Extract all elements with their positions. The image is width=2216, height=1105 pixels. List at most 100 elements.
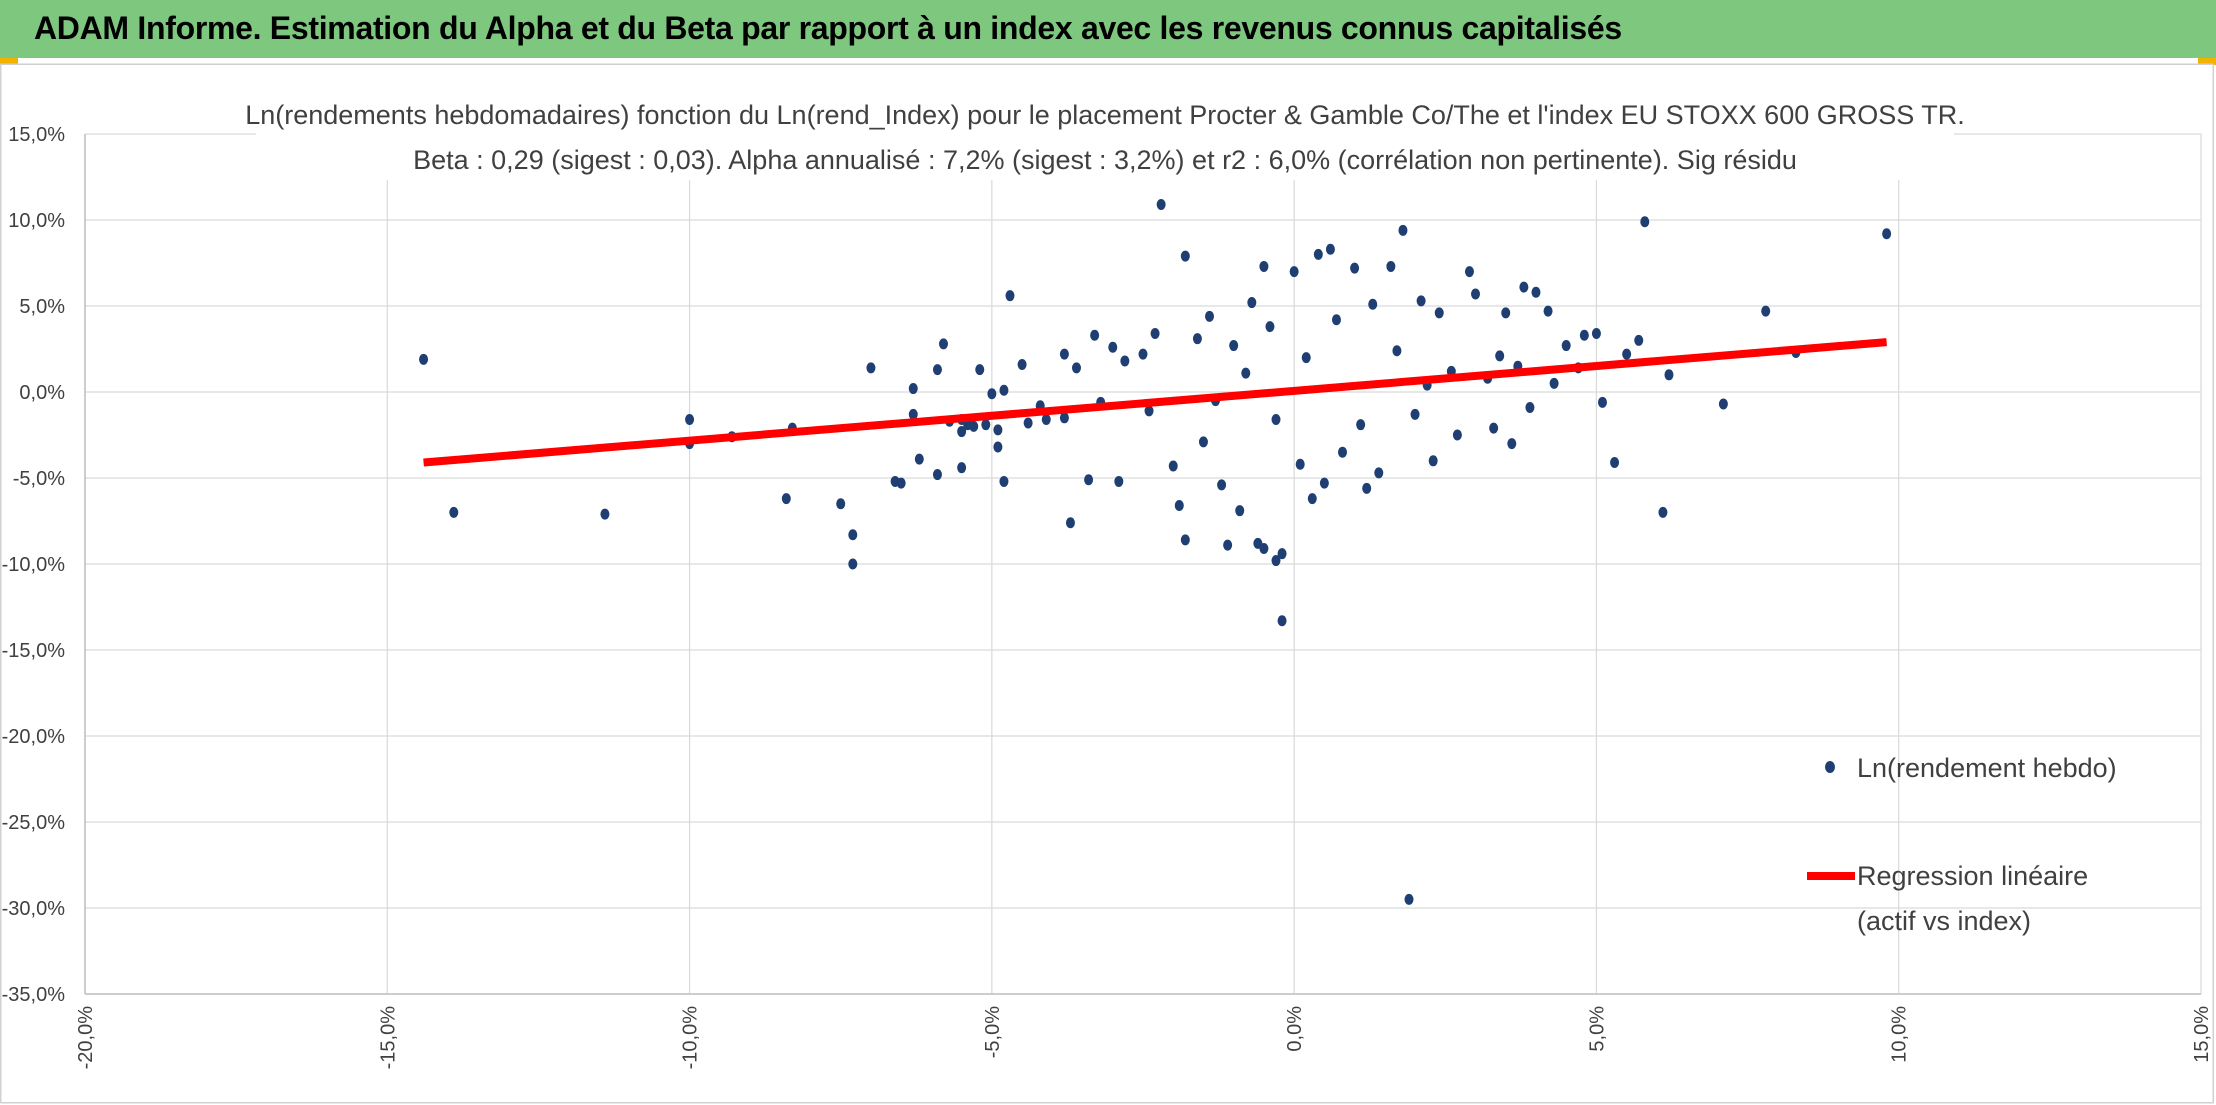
scatter-point: [1144, 405, 1154, 417]
scatter-point: [1525, 401, 1535, 413]
scatter-point: [1362, 482, 1372, 494]
corner-marker: [2198, 58, 2216, 65]
scatter-point: [1005, 290, 1015, 302]
report-title: ADAM Informe. Estimation du Alpha et du …: [34, 10, 1622, 46]
legend-label: Regression linéaire: [1857, 861, 2088, 891]
scatter-point: [1180, 250, 1190, 262]
scatter-point: [1410, 408, 1420, 420]
x-tick-label: -15,0%: [377, 1006, 399, 1070]
scatter-point: [1464, 266, 1474, 278]
scatter-point: [1640, 216, 1650, 228]
scatter-point: [866, 362, 876, 374]
x-tick-label: 0,0%: [1284, 1006, 1306, 1052]
scatter-point: [957, 462, 967, 474]
scatter-point: [1192, 333, 1202, 345]
scatter-point: [993, 424, 1003, 436]
data-series: [419, 199, 1892, 905]
scatter-point: [1882, 228, 1892, 240]
scatter-point: [896, 477, 906, 489]
scatter-point: [1223, 539, 1233, 551]
scatter-point: [1156, 199, 1166, 211]
chart-title: Ln(rendements hebdomadaires) fonction du…: [245, 100, 1965, 130]
scatter-point: [908, 408, 918, 420]
scatter-point: [1235, 505, 1245, 517]
scatter-point: [1501, 307, 1511, 319]
legend-label: (actif vs index): [1857, 906, 2031, 936]
x-tick-label: 15,0%: [2191, 1006, 2213, 1063]
scatter-point: [975, 364, 985, 376]
scatter-point: [1265, 321, 1275, 333]
scatter-point: [1549, 377, 1559, 389]
scatter-point: [1259, 543, 1269, 555]
scatter-point: [1295, 458, 1305, 470]
y-tick-label: 5,0%: [19, 296, 65, 318]
scatter-point: [999, 384, 1009, 396]
scatter-point: [999, 475, 1009, 487]
scatter-point: [1519, 281, 1529, 293]
scatter-point: [1597, 396, 1607, 408]
scatter-point: [938, 338, 948, 350]
scatter-point: [1489, 422, 1499, 434]
scatter-point: [848, 558, 858, 570]
scatter-point: [1307, 493, 1317, 505]
scatter-point: [957, 426, 967, 438]
y-tick-label: 0,0%: [19, 382, 65, 404]
y-tick-label: -5,0%: [13, 468, 65, 490]
scatter-point: [1313, 248, 1323, 260]
scatter-point: [1271, 555, 1281, 567]
y-tick-label: -10,0%: [2, 554, 66, 576]
scatter-point: [836, 498, 846, 510]
scatter-point: [1718, 398, 1728, 410]
corner-marker: [0, 58, 18, 65]
x-tick-label: 5,0%: [1586, 1006, 1608, 1052]
scatter-point: [908, 383, 918, 395]
y-tick-label: -15,0%: [2, 640, 66, 662]
scatter-point: [1428, 455, 1438, 467]
scatter-point: [1634, 334, 1644, 346]
scatter-point: [932, 364, 942, 376]
scatter-point: [1543, 305, 1553, 317]
y-tick-label: -20,0%: [2, 726, 66, 748]
scatter-point: [1416, 295, 1426, 307]
scatter-point: [600, 508, 610, 520]
scatter-point: [1452, 429, 1462, 441]
scatter-point: [781, 493, 791, 505]
scatter-point: [449, 506, 459, 518]
scatter-point: [1338, 446, 1348, 458]
scatter-point: [1658, 506, 1668, 518]
legend-label: Ln(rendement hebdo): [1857, 753, 2117, 783]
scatter-point: [1471, 288, 1481, 300]
scatter-point: [1531, 286, 1541, 298]
scatter-point: [1277, 548, 1287, 560]
scatter-point: [1229, 340, 1239, 352]
chart-titles: Ln(rendements hebdomadaires) fonction du…: [245, 92, 1965, 180]
scatter-point: [1108, 341, 1118, 353]
scatter-point: [1071, 362, 1081, 374]
scatter-point: [1150, 328, 1160, 340]
scatter-point: [1507, 438, 1517, 450]
scatter-point: [1059, 348, 1069, 360]
scatter-point: [1023, 417, 1033, 429]
scatter-point: [1017, 358, 1027, 370]
scatter-point: [1368, 298, 1378, 310]
scatter-point: [1622, 348, 1632, 360]
scatter-point: [1664, 369, 1674, 381]
scatter-point: [1198, 436, 1208, 448]
scatter-point: [1434, 307, 1444, 319]
scatter-point: [1138, 348, 1148, 360]
scatter-point: [1331, 314, 1341, 326]
legend: Ln(rendement hebdo) Regression linéaire (a…: [1807, 753, 2117, 936]
scatter-point: [1271, 414, 1281, 426]
scatter-point: [1761, 305, 1771, 317]
scatter-point: [987, 388, 997, 400]
regression-line: [423, 338, 1887, 467]
scatter-point: [1398, 224, 1408, 236]
scatter-point: [981, 419, 991, 431]
y-tick-label: 15,0%: [8, 124, 65, 146]
x-tick-label: -5,0%: [982, 1006, 1004, 1058]
scatter-point: [1404, 893, 1414, 905]
report-banner: ADAM Informe. Estimation du Alpha et du …: [0, 0, 2216, 58]
scatter-point: [1374, 467, 1384, 479]
scatter-point: [1259, 260, 1269, 272]
scatter-point: [1561, 340, 1571, 352]
